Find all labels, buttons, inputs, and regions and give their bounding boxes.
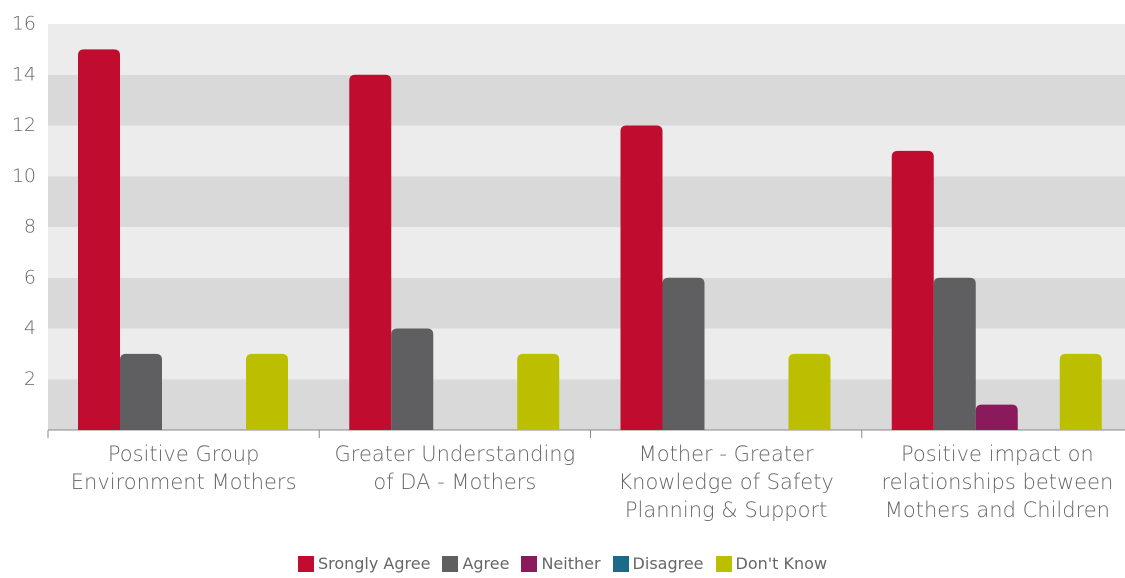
legend-item: Srongly Agree: [297, 554, 431, 573]
bar: [788, 353, 831, 430]
legend-item: Agree: [442, 554, 509, 573]
grid-band: [48, 227, 1125, 278]
grid-band: [48, 24, 1125, 75]
bar: [975, 404, 1018, 430]
y-tick-label: 4: [24, 317, 36, 339]
bar: [120, 353, 162, 430]
legend: Srongly Agree Agree Neither Disagree Don't K…: [0, 554, 1125, 573]
x-tick-label: Positive Group Environment Mothers: [70, 442, 297, 494]
y-tick-label: 14: [12, 63, 36, 85]
x-tick-label: Greater Understanding of DA - Mothers: [334, 442, 576, 494]
bar: [349, 74, 392, 430]
bar: [78, 49, 120, 430]
bar: [662, 277, 705, 430]
bar: [517, 353, 560, 430]
y-tick-label: 10: [12, 165, 36, 187]
legend-swatch: [521, 555, 538, 572]
grid-band: [48, 176, 1125, 227]
legend-item: Neither: [521, 554, 601, 573]
bar: [1059, 353, 1102, 430]
legend-item: Disagree: [612, 554, 704, 573]
x-tick-label: Positive impact on relationships between…: [881, 442, 1114, 522]
legend-label: Neither: [541, 554, 601, 573]
legend-label: Srongly Agree: [317, 554, 431, 573]
bar: [246, 353, 288, 430]
bar: [933, 277, 976, 430]
x-tick-label: Mother - Greater Knowledge of Safety Pla…: [618, 442, 834, 522]
legend-label: Agree: [462, 554, 510, 573]
legend-swatch: [715, 555, 732, 572]
legend-label: Don't Know: [735, 554, 828, 573]
bar: [391, 328, 434, 430]
y-tick-label: 8: [24, 216, 36, 238]
grid-band: [48, 74, 1125, 126]
y-tick-label: 2: [24, 368, 36, 390]
legend-label: Disagree: [632, 554, 704, 573]
legend-swatch: [612, 555, 629, 572]
legend-swatch: [297, 555, 314, 572]
y-tick-label: 6: [24, 266, 36, 288]
legend-swatch: [442, 555, 459, 572]
y-tick-label: 16: [12, 13, 36, 35]
y-tick-label: 12: [12, 114, 36, 136]
grid-band: [48, 125, 1125, 177]
legend-item: Don't Know: [715, 554, 828, 573]
bar: [891, 150, 934, 430]
bar: [620, 125, 663, 430]
